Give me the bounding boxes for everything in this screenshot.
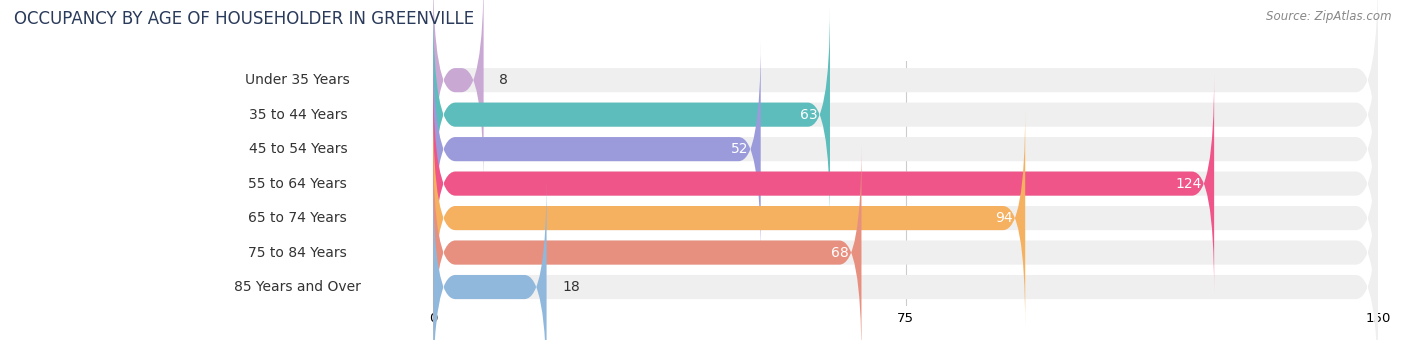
FancyBboxPatch shape (433, 75, 1215, 292)
Text: OCCUPANCY BY AGE OF HOUSEHOLDER IN GREENVILLE: OCCUPANCY BY AGE OF HOUSEHOLDER IN GREEN… (14, 10, 474, 28)
Text: 63: 63 (800, 108, 817, 122)
FancyBboxPatch shape (172, 0, 423, 189)
FancyBboxPatch shape (433, 144, 1378, 340)
FancyBboxPatch shape (433, 40, 1378, 258)
Text: Source: ZipAtlas.com: Source: ZipAtlas.com (1267, 10, 1392, 23)
FancyBboxPatch shape (433, 40, 761, 258)
FancyBboxPatch shape (172, 144, 423, 340)
Text: 45 to 54 Years: 45 to 54 Years (249, 142, 347, 156)
Text: 75 to 84 Years: 75 to 84 Years (249, 245, 347, 259)
FancyBboxPatch shape (433, 6, 1378, 223)
FancyBboxPatch shape (172, 178, 423, 340)
FancyBboxPatch shape (433, 109, 1025, 327)
Text: 55 to 64 Years: 55 to 64 Years (249, 176, 347, 191)
Text: 94: 94 (995, 211, 1012, 225)
Text: 124: 124 (1175, 176, 1202, 191)
Text: 8: 8 (499, 73, 508, 87)
FancyBboxPatch shape (433, 178, 547, 340)
Text: Under 35 Years: Under 35 Years (246, 73, 350, 87)
FancyBboxPatch shape (172, 6, 423, 223)
FancyBboxPatch shape (433, 0, 1378, 189)
FancyBboxPatch shape (433, 109, 1378, 327)
Text: 85 Years and Over: 85 Years and Over (235, 280, 361, 294)
FancyBboxPatch shape (433, 0, 484, 189)
FancyBboxPatch shape (433, 144, 862, 340)
Text: 68: 68 (831, 245, 849, 259)
Text: 65 to 74 Years: 65 to 74 Years (249, 211, 347, 225)
FancyBboxPatch shape (172, 40, 423, 258)
Text: 52: 52 (731, 142, 748, 156)
FancyBboxPatch shape (433, 6, 830, 223)
Text: 35 to 44 Years: 35 to 44 Years (249, 108, 347, 122)
FancyBboxPatch shape (172, 109, 423, 327)
Text: 18: 18 (562, 280, 581, 294)
FancyBboxPatch shape (433, 75, 1378, 292)
FancyBboxPatch shape (172, 75, 423, 292)
FancyBboxPatch shape (433, 178, 1378, 340)
